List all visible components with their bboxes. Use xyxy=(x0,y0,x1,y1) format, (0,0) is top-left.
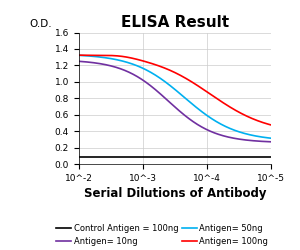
Antigen= 10ng xyxy=(191,120,195,123)
Antigen= 100ng xyxy=(269,124,273,126)
Line: Antigen= 10ng: Antigen= 10ng xyxy=(79,61,271,142)
Antigen= 50ng xyxy=(181,94,184,98)
X-axis label: Serial Dilutions of Antibody: Serial Dilutions of Antibody xyxy=(84,187,266,200)
Control Antigen = 100ng xyxy=(169,155,173,158)
Antigen= 50ng xyxy=(169,85,173,88)
Legend: Control Antigen = 100ng, Antigen= 10ng, Antigen= 50ng, Antigen= 100ng: Control Antigen = 100ng, Antigen= 10ng, … xyxy=(56,224,268,246)
Antigen= 50ng xyxy=(191,103,195,106)
Antigen= 10ng xyxy=(181,112,184,115)
Antigen= 100ng xyxy=(235,109,238,112)
Title: ELISA Result: ELISA Result xyxy=(121,15,229,30)
Antigen= 50ng xyxy=(269,137,273,140)
Antigen= 10ng xyxy=(235,137,238,140)
Control Antigen = 100ng xyxy=(191,155,195,158)
Antigen= 50ng xyxy=(168,84,172,87)
Antigen= 10ng xyxy=(168,101,172,104)
Control Antigen = 100ng xyxy=(265,155,268,158)
Antigen= 100ng xyxy=(191,81,195,84)
Antigen= 10ng xyxy=(169,102,173,105)
Antigen= 50ng xyxy=(77,54,81,57)
Antigen= 100ng xyxy=(169,69,173,72)
Line: Antigen= 50ng: Antigen= 50ng xyxy=(79,55,271,138)
Antigen= 50ng xyxy=(265,136,268,139)
Antigen= 10ng xyxy=(77,60,81,63)
Control Antigen = 100ng xyxy=(77,155,81,158)
Antigen= 10ng xyxy=(265,140,268,143)
Line: Antigen= 100ng: Antigen= 100ng xyxy=(79,55,271,125)
Control Antigen = 100ng xyxy=(168,155,172,158)
Control Antigen = 100ng xyxy=(269,155,273,158)
Antigen= 100ng xyxy=(181,75,184,78)
Antigen= 100ng xyxy=(77,54,81,57)
Control Antigen = 100ng xyxy=(235,155,238,158)
Antigen= 100ng xyxy=(265,122,268,125)
Antigen= 50ng xyxy=(235,130,238,132)
Control Antigen = 100ng xyxy=(181,155,184,158)
Y-axis label: O.D.: O.D. xyxy=(29,18,52,28)
Antigen= 10ng xyxy=(269,140,273,143)
Antigen= 100ng xyxy=(168,69,172,72)
